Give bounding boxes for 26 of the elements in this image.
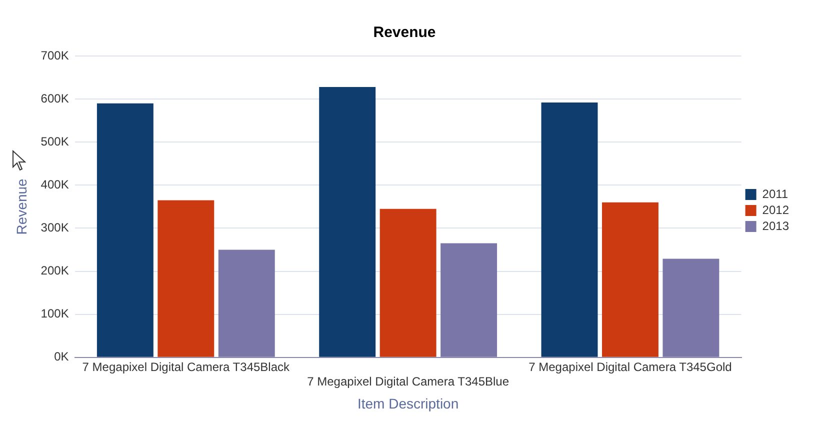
bar xyxy=(319,87,376,357)
x-axis-title: Item Description xyxy=(357,395,459,412)
bar xyxy=(96,103,154,357)
x-tick-label: 7 Megapixel Digital Camera T345Gold xyxy=(528,360,732,374)
y-tick-label: 600K xyxy=(40,91,69,106)
y-tick-label: 200K xyxy=(40,264,69,278)
y-tick-label: 0K xyxy=(54,350,69,364)
chart-title: Revenue xyxy=(373,24,436,42)
x-tick-label: 7 Megapixel Digital Camera T345Black xyxy=(82,360,291,374)
bar xyxy=(541,102,598,357)
bar xyxy=(602,202,658,357)
legend-label: 2012 xyxy=(762,202,790,217)
y-tick-label: 700K xyxy=(40,48,69,62)
x-tick-label: 7 Megapixel Digital Camera T345Blue xyxy=(307,374,510,388)
legend-label: 2011 xyxy=(762,186,788,201)
y-tick-label: 100K xyxy=(40,306,69,321)
y-axis-title: Revenue xyxy=(13,178,30,235)
bar xyxy=(380,208,436,357)
y-tick-label: 500K xyxy=(40,134,69,148)
bar xyxy=(158,200,214,357)
bar xyxy=(218,250,275,357)
bar xyxy=(440,243,498,357)
bar xyxy=(662,258,720,357)
legend-label: 2013 xyxy=(762,218,790,233)
y-tick-label: 400K xyxy=(40,177,69,192)
y-tick-label: 300K xyxy=(40,220,69,235)
